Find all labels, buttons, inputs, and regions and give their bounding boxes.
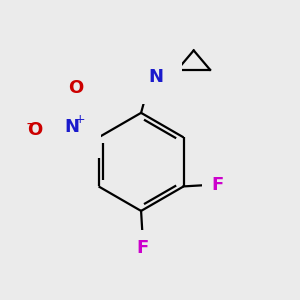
Text: +: + [75, 113, 86, 126]
Text: O: O [27, 121, 42, 139]
Text: F: F [136, 238, 149, 256]
Text: −: − [25, 116, 37, 130]
Text: N: N [64, 118, 80, 136]
Text: N: N [148, 68, 164, 86]
Text: H: H [131, 68, 143, 86]
Text: F: F [211, 176, 224, 194]
Text: O: O [68, 79, 83, 97]
